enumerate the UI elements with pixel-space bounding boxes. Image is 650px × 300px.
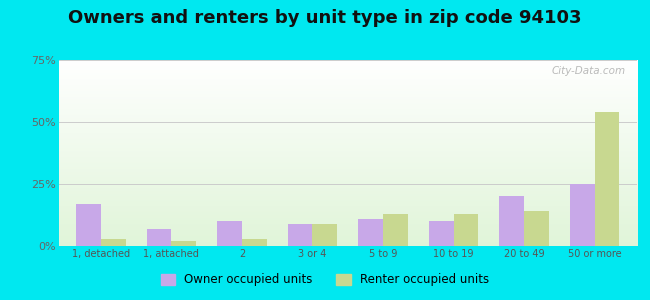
Text: City-Data.com: City-Data.com	[551, 66, 625, 76]
Bar	[76, 204, 101, 246]
Bar	[570, 184, 595, 246]
Text: Owners and renters by unit type in zip code 94103: Owners and renters by unit type in zip c…	[68, 9, 582, 27]
Bar	[358, 219, 383, 246]
Bar	[429, 221, 454, 246]
Bar	[313, 224, 337, 246]
Legend: Owner occupied units, Renter occupied units: Owner occupied units, Renter occupied un…	[156, 269, 494, 291]
Bar	[242, 238, 266, 246]
Bar	[595, 112, 619, 246]
Bar	[147, 229, 172, 246]
Bar	[454, 214, 478, 246]
Bar	[217, 221, 242, 246]
Bar	[288, 224, 313, 246]
Bar	[101, 238, 125, 246]
Bar	[524, 211, 549, 246]
Bar	[499, 196, 524, 246]
Bar	[172, 241, 196, 246]
Bar	[383, 214, 408, 246]
